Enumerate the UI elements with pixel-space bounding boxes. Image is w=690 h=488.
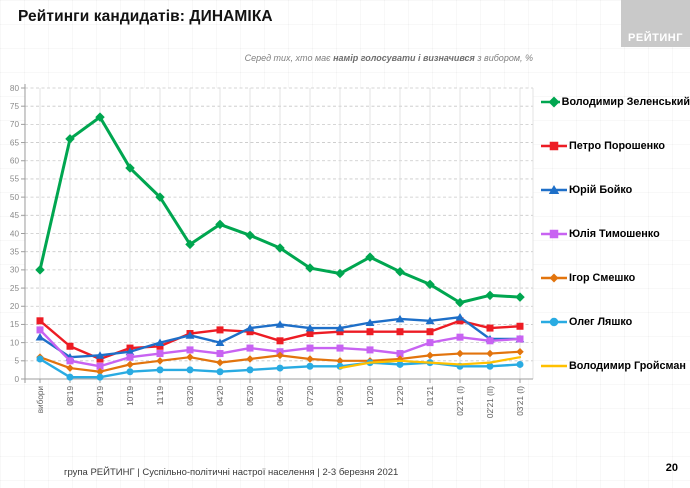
svg-text:03'21 (І): 03'21 (І) bbox=[516, 386, 525, 416]
legend-item: Юлія Тимошенко bbox=[541, 212, 690, 256]
svg-text:10'20: 10'20 bbox=[366, 386, 375, 406]
svg-text:02'21 (ІІ): 02'21 (ІІ) bbox=[486, 386, 495, 418]
svg-text:5: 5 bbox=[14, 357, 19, 366]
svg-text:06'20: 06'20 bbox=[276, 386, 285, 406]
svg-text:30: 30 bbox=[10, 266, 20, 275]
svg-text:09'20: 09'20 bbox=[336, 386, 345, 406]
rating-logo-text: РЕЙТИНГ bbox=[628, 32, 683, 44]
svg-text:02'21 (І): 02'21 (І) bbox=[456, 386, 465, 416]
svg-text:45: 45 bbox=[10, 211, 20, 220]
footer-text: група РЕЙТИНГ | Суспільно-політичні наст… bbox=[64, 467, 399, 478]
svg-text:50: 50 bbox=[10, 193, 20, 202]
subtitle-prefix: Серед тих, хто має bbox=[244, 53, 334, 63]
svg-text:12'20: 12'20 bbox=[396, 386, 405, 406]
legend-label: Володимир Зеленський bbox=[561, 96, 690, 108]
chart-legend: Володимир Зеленський Петро Порошенко Юрій … bbox=[541, 80, 690, 388]
svg-text:80: 80 bbox=[10, 84, 20, 93]
svg-text:05'20: 05'20 bbox=[246, 386, 255, 406]
legend-item: Олег Ляшко bbox=[541, 300, 690, 344]
svg-text:03'20: 03'20 bbox=[186, 386, 195, 406]
svg-text:35: 35 bbox=[10, 247, 20, 256]
page-title: Рейтинги кандидатів: ДИНАМІКА bbox=[18, 8, 273, 25]
svg-text:0: 0 bbox=[14, 375, 19, 384]
subtitle-suffix: з вибором, % bbox=[474, 53, 533, 63]
legend-item: Юрій Бойко bbox=[541, 168, 690, 212]
legend-item: Володимир Гройсман bbox=[541, 344, 690, 388]
svg-text:75: 75 bbox=[10, 102, 20, 111]
legend-label: Петро Порошенко bbox=[569, 140, 666, 152]
ratings-line-chart: 0 5 10 15 20 25 30 35 40 45 50 55 60 65 70 75 80 вибори 08… bbox=[10, 84, 534, 418]
legend-label: Ігор Смешко bbox=[569, 272, 636, 284]
subtitle-bold: намір голосувати і визначився bbox=[333, 53, 475, 63]
page-number: 20 bbox=[665, 462, 678, 474]
triangle-series-swatch-icon bbox=[541, 185, 567, 194]
svg-text:09'19: 09'19 bbox=[96, 386, 105, 406]
diamond-series-swatch-icon bbox=[541, 273, 567, 283]
legend-item: Петро Порошенко bbox=[541, 124, 690, 168]
legend-label: Юлія Тимошенко bbox=[569, 228, 660, 240]
rating-logo: РЕЙТИНГ bbox=[621, 0, 690, 47]
line-series-swatch-icon bbox=[541, 364, 567, 368]
svg-text:70: 70 bbox=[10, 120, 20, 129]
legend-item: Володимир Зеленський bbox=[541, 80, 690, 124]
svg-text:25: 25 bbox=[10, 284, 20, 293]
legend-label: Володимир Гройсман bbox=[569, 360, 686, 372]
svg-text:10: 10 bbox=[10, 338, 20, 347]
square-series-swatch-icon bbox=[541, 141, 567, 151]
svg-text:10'19: 10'19 bbox=[126, 386, 135, 406]
svg-text:60: 60 bbox=[10, 157, 20, 166]
svg-text:65: 65 bbox=[10, 138, 20, 147]
square-series-swatch-icon bbox=[541, 229, 567, 239]
circle-series-swatch-icon bbox=[541, 317, 567, 327]
legend-label: Юрій Бойко bbox=[569, 184, 633, 196]
svg-text:07'20: 07'20 bbox=[306, 386, 315, 406]
svg-text:40: 40 bbox=[10, 229, 20, 238]
chart-subtitle: Серед тих, хто має намір голосувати і ви… bbox=[0, 53, 533, 63]
svg-text:08'19: 08'19 bbox=[66, 386, 75, 406]
legend-item: Ігор Смешко bbox=[541, 256, 690, 300]
svg-text:11'19: 11'19 bbox=[156, 386, 165, 406]
svg-text:01'21: 01'21 bbox=[426, 386, 435, 406]
svg-text:15: 15 bbox=[10, 320, 20, 329]
svg-text:55: 55 bbox=[10, 175, 20, 184]
svg-text:вибори: вибори bbox=[36, 386, 45, 413]
svg-text:04'20: 04'20 bbox=[216, 386, 225, 406]
svg-text:20: 20 bbox=[10, 302, 20, 311]
diamond-series-swatch-icon bbox=[541, 96, 560, 108]
legend-label: Олег Ляшко bbox=[569, 316, 633, 328]
